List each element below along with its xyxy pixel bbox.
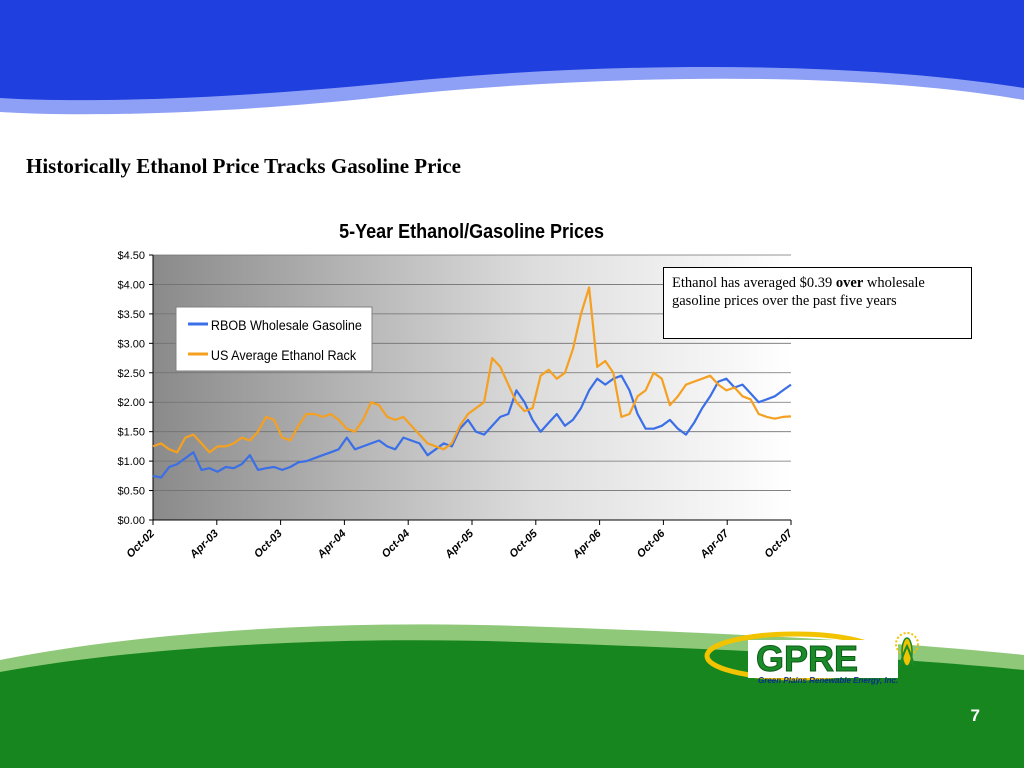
legend-box	[175, 306, 373, 372]
y-tick-label: $3.00	[117, 338, 145, 350]
annotation-text-2: wholesale gasoline prices over the past …	[672, 275, 925, 309]
y-tick-label: $1.50	[117, 427, 145, 439]
x-tick-label: Apr-06	[570, 527, 604, 561]
x-tick-label: Oct-07	[762, 527, 795, 560]
header-wave	[0, 0, 1024, 115]
x-tick-label: Oct-03	[252, 528, 285, 561]
x-tick-label: Apr-07	[697, 527, 731, 561]
annotation-text-1: Ethanol has averaged $0.39	[672, 275, 836, 291]
x-tick-label: Oct-05	[507, 527, 540, 560]
annotation-text-bold: over	[835, 275, 864, 291]
x-tick-label: Apr-04	[315, 528, 349, 562]
series-line-gasoline	[152, 374, 792, 479]
page-number: 7	[970, 706, 980, 725]
x-tick-label: Apr-03	[187, 528, 221, 562]
y-tick-label: $3.50	[117, 309, 145, 321]
legend: RBOB Wholesale Gasoline US Average Ethan…	[175, 306, 373, 372]
slide-title: Historically Ethanol Price Tracks Gasoli…	[26, 154, 461, 178]
y-tick-label: $0.50	[117, 486, 145, 498]
y-tick-label: $1.00	[117, 456, 145, 468]
y-tick-label: $4.50	[117, 250, 145, 262]
corn-sun-icon	[895, 632, 919, 667]
chart-title: 5-Year Ethanol/Gasoline Prices	[339, 221, 604, 243]
legend-label-gasoline: RBOB Wholesale Gasoline	[211, 317, 362, 333]
y-tick-label: $4.00	[117, 279, 145, 291]
x-tick-label: Oct-02	[124, 528, 157, 561]
x-tick-label: Oct-06	[635, 527, 668, 560]
logo-wordmark: GPRE	[756, 638, 858, 679]
series-line-ethanol	[152, 286, 792, 454]
y-tick-label: $2.50	[117, 368, 145, 380]
y-tick-label: $0.00	[117, 515, 145, 527]
company-logo: GPRE Green Plains Renewable Energy, Inc.	[704, 631, 919, 685]
x-tick-label: Apr-05	[442, 527, 476, 561]
legend-label-ethanol: US Average Ethanol Rack	[211, 347, 357, 363]
annotation-box: Ethanol has averaged $0.39 over wholesal…	[663, 267, 972, 339]
logo-subtitle: Green Plains Renewable Energy, Inc.	[758, 676, 898, 685]
series-lines	[152, 286, 792, 479]
x-tick-label: Oct-04	[380, 528, 413, 561]
header-wave-dark	[0, 0, 1024, 101]
price-chart: 5-Year Ethanol/Gasoline Prices $0.00 $0.5…	[117, 221, 795, 562]
y-tick-label: $2.00	[117, 397, 145, 409]
logo-plate	[748, 640, 898, 678]
